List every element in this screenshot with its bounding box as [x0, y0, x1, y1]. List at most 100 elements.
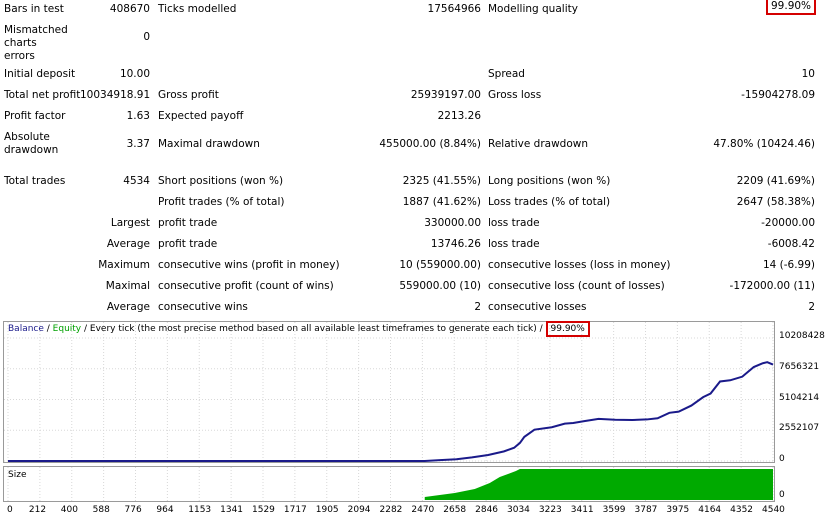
- legend-balance: Balance: [8, 324, 44, 334]
- modelling-quality-value: 99.90%: [766, 0, 817, 15]
- size-label: Size: [8, 470, 27, 480]
- legend-quality: 99.90%: [545, 321, 590, 337]
- series-line-balance: [8, 361, 774, 462]
- y-tick-label: 5104214: [779, 392, 820, 403]
- x-tick-label: 3599: [602, 505, 626, 515]
- mismatched-label: Mismatched charts errors: [4, 24, 68, 62]
- average-label: Average: [106, 238, 150, 250]
- balance-chart: [3, 321, 775, 463]
- gross-profit-label: Gross profit: [158, 89, 219, 101]
- largest-profit-value: 330000.00: [424, 217, 481, 229]
- bars-in-test-value: 408670: [109, 3, 150, 15]
- maximal-cons-loss-value: -172000.00 (11): [729, 280, 815, 292]
- maximal-cons-profit-value: 559000.00 (10): [399, 280, 481, 292]
- x-tick-label: 4540: [762, 505, 785, 515]
- max-cons-wins-label: consecutive wins (profit in money): [158, 259, 340, 271]
- size-svg: [7, 467, 774, 501]
- absolute-drawdown-label: Absolute drawdown: [4, 131, 59, 156]
- average-loss-label: loss trade: [488, 238, 540, 250]
- expected-payoff-label: Expected payoff: [158, 110, 244, 122]
- legend-equity: Equity: [52, 324, 82, 334]
- x-tick-label: 776: [124, 505, 142, 515]
- x-tick-label: 1717: [283, 505, 307, 515]
- x-tick-label: 3223: [538, 505, 562, 515]
- initial-deposit-label: Initial deposit: [4, 68, 76, 80]
- max-cons-wins-value: 10 (559000.00): [399, 259, 481, 271]
- initial-deposit-value: 10.00: [119, 68, 150, 80]
- absolute-drawdown-value: 3.37: [126, 138, 150, 150]
- gross-loss-value: -15904278.09: [741, 89, 815, 101]
- gross-profit-value: 25939197.00: [410, 89, 481, 101]
- gross-loss-label: Gross loss: [488, 89, 542, 101]
- largest-label: Largest: [110, 217, 150, 229]
- size-area: [424, 469, 773, 500]
- x-tick-label: 4164: [698, 505, 722, 515]
- long-positions-value: 2209 (41.69%): [736, 175, 815, 187]
- largest-loss-value: -20000.00: [761, 217, 815, 229]
- y-tick-label: 7656321: [779, 361, 820, 372]
- mismatched-value: 0: [143, 31, 150, 43]
- average-profit-value: 13746.26: [430, 238, 481, 250]
- short-positions-label: Short positions (won %): [158, 175, 284, 187]
- ticks-modelled-value: 17564966: [427, 3, 481, 15]
- loss-trades-label: Loss trades (% of total): [488, 196, 611, 208]
- y-tick-label: 0: [779, 454, 785, 464]
- maximal-drawdown-value: 455000.00 (8.84%): [379, 138, 481, 150]
- avg-cons-wins-value: 2: [474, 301, 481, 313]
- legend-sep: /: [43, 324, 53, 334]
- profit-trades-label: Profit trades (% of total): [158, 196, 285, 208]
- x-tick-label: 1905: [315, 505, 339, 515]
- balance-chart-svg: [4, 322, 774, 462]
- total-trades-value: 4534: [123, 175, 150, 187]
- bars-in-test-label: Bars in test: [4, 3, 64, 15]
- x-tick-label: 2282: [379, 505, 403, 515]
- total-trades-label: Total trades: [4, 175, 66, 187]
- x-tick-label: 2470: [411, 505, 435, 515]
- total-net-profit-label: Total net profit: [4, 89, 81, 101]
- legend-description: / Every tick (the most precise method ba…: [81, 324, 546, 334]
- avg-cons-losses-label: consecutive losses: [488, 301, 587, 313]
- long-positions-label: Long positions (won %): [488, 175, 611, 187]
- x-tick-label: 2094: [347, 505, 371, 515]
- size-panel: Size: [3, 466, 775, 502]
- expected-payoff-value: 2213.26: [437, 110, 481, 122]
- profit-factor-value: 1.63: [126, 110, 150, 122]
- short-positions-value: 2325 (41.55%): [402, 175, 481, 187]
- x-tick-label: 3034: [507, 505, 530, 515]
- x-tick-label: 0: [7, 505, 13, 515]
- loss-trades-value: 2647 (58.38%): [736, 196, 815, 208]
- modelling-quality-label: Modelling quality: [488, 3, 578, 15]
- average2-label: Average: [106, 301, 150, 313]
- maximal-cons-loss-label: consecutive loss (count of losses): [488, 280, 665, 292]
- x-tick-label: 1153: [188, 505, 212, 515]
- x-tick-label: 3787: [634, 505, 658, 515]
- x-tick-label: 2846: [475, 505, 499, 515]
- relative-drawdown-label: Relative drawdown: [488, 138, 589, 150]
- x-tick-label: 3411: [570, 505, 594, 515]
- largest-loss-label: loss trade: [488, 217, 540, 229]
- maximal-cons-profit-label: consecutive profit (count of wins): [158, 280, 334, 292]
- relative-drawdown-value: 47.80% (10424.46): [713, 138, 815, 150]
- x-tick-label: 2658: [443, 505, 467, 515]
- spread-value: 10: [801, 68, 815, 80]
- total-net-profit-value: 10034918.91: [80, 89, 151, 101]
- max-cons-losses-label: consecutive losses (loss in money): [488, 259, 671, 271]
- maximal-label: Maximal: [105, 280, 150, 292]
- x-tick-label: 400: [60, 505, 78, 515]
- x-tick-label: 4352: [730, 505, 754, 515]
- maximal-drawdown-label: Maximal drawdown: [158, 138, 260, 150]
- y-tick-label: 10208428: [779, 331, 825, 341]
- x-tick-label: 1341: [220, 505, 244, 515]
- y-tick-label: 2552107: [779, 423, 820, 434]
- avg-cons-losses-value: 2: [808, 301, 815, 313]
- profit-factor-label: Profit factor: [4, 110, 66, 122]
- x-tick-label: 3975: [666, 505, 690, 515]
- ticks-modelled-label: Ticks modelled: [158, 3, 237, 15]
- spread-label: Spread: [488, 68, 525, 80]
- size-axis-zero: 0: [779, 490, 785, 500]
- largest-profit-label: profit trade: [158, 217, 218, 229]
- max-cons-losses-value: 14 (-6.99): [762, 259, 815, 271]
- x-tick-label: 964: [156, 505, 174, 515]
- maximum-label: Maximum: [98, 259, 150, 271]
- average-loss-value: -6008.42: [767, 238, 815, 250]
